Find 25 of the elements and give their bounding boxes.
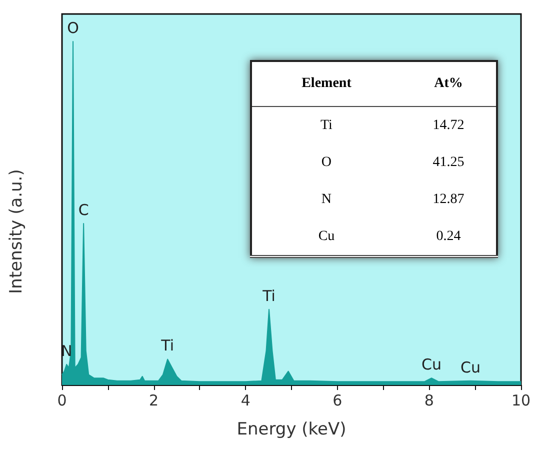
annotation: 41.25 xyxy=(432,154,466,172)
annotation: Ti xyxy=(262,286,276,305)
annotation: N xyxy=(320,190,333,208)
x-axis-title: Energy (keV) xyxy=(236,420,346,440)
annotation: Element xyxy=(251,61,401,106)
annotation: At% xyxy=(400,61,497,106)
x-tick-label: 8 xyxy=(424,392,434,410)
annotation: Cu xyxy=(460,358,480,376)
x-tick-label: 2 xyxy=(149,392,159,410)
x-tick-label: 4 xyxy=(240,392,250,410)
annotation: Cu xyxy=(422,356,442,374)
annotation: C xyxy=(78,201,89,220)
annotation: 14.72 xyxy=(432,116,466,134)
annotation: N xyxy=(60,342,72,360)
y-axis-title: Intensity (a.u.) xyxy=(6,169,26,294)
annotation: Cu xyxy=(251,218,401,256)
x-tick-label: 10 xyxy=(511,392,531,410)
x-tick-label: 0 xyxy=(57,392,67,410)
annotation: 0.24 xyxy=(400,218,497,256)
annotation: O xyxy=(320,154,333,172)
annotation: 12.87 xyxy=(432,190,466,208)
annotation: O xyxy=(67,18,79,37)
annotation: Ti xyxy=(160,336,174,355)
annotation: Ti xyxy=(320,116,334,134)
x-tick-label: 6 xyxy=(332,392,342,410)
